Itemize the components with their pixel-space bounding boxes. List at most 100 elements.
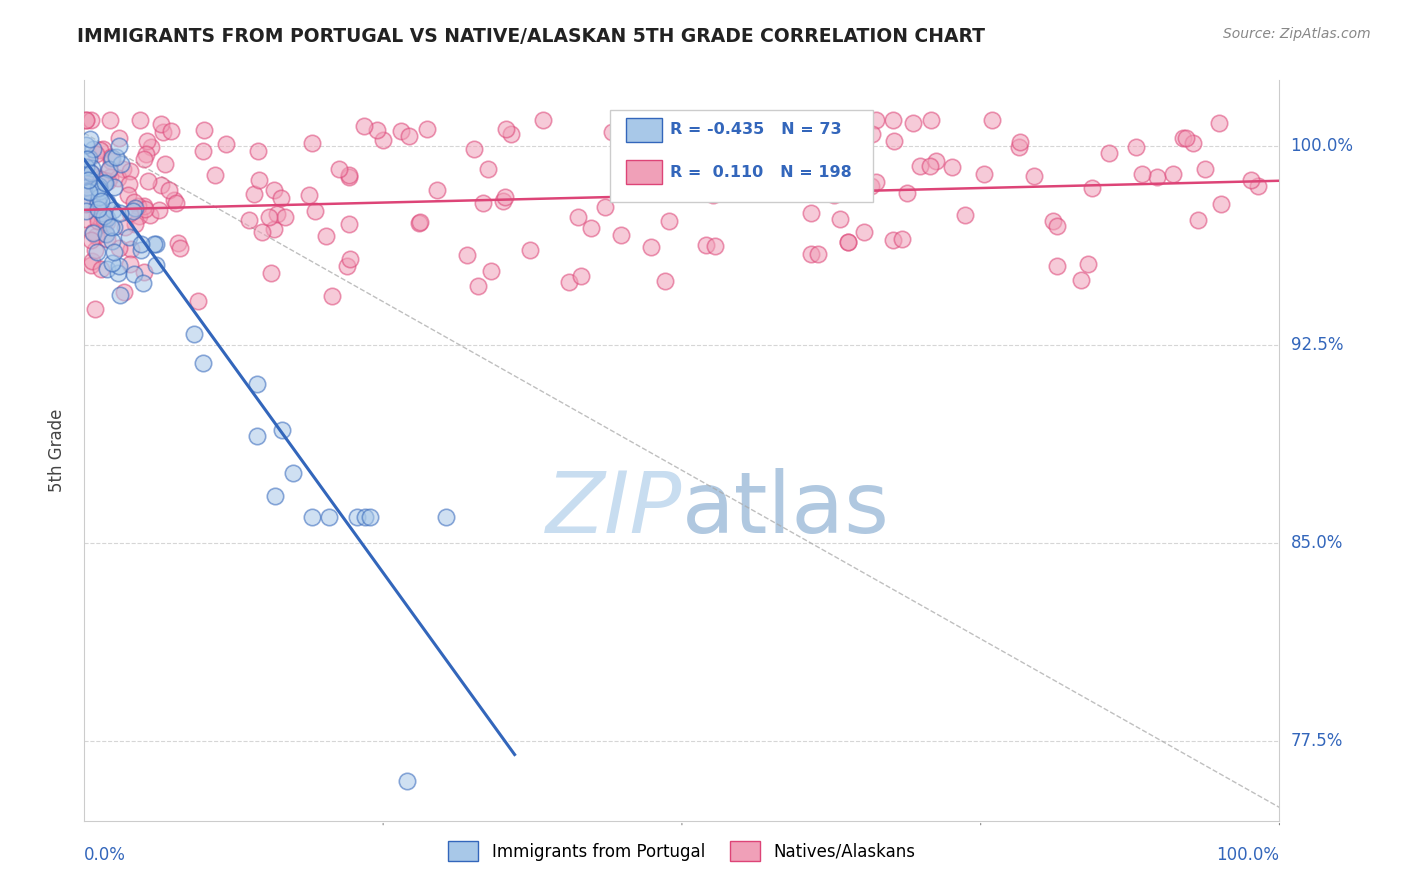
Point <box>97 161 120 176</box>
Point <box>75 177 97 191</box>
Point <box>89 171 111 186</box>
Legend: Immigrants from Portugal, Natives/Alaskans: Immigrants from Portugal, Natives/Alaska… <box>441 834 922 868</box>
Point <box>416 121 439 136</box>
Point <box>114 219 136 234</box>
Point <box>187 293 209 308</box>
Point <box>134 202 156 216</box>
Point <box>77 185 100 199</box>
Point <box>215 137 238 152</box>
Point <box>270 191 292 205</box>
Point <box>96 211 118 225</box>
Point <box>820 169 842 184</box>
Point <box>79 132 101 146</box>
Text: 100.0%: 100.0% <box>1216 846 1279 863</box>
Point <box>337 168 360 182</box>
Point <box>238 212 260 227</box>
Point <box>101 151 124 165</box>
Point <box>98 169 121 184</box>
Point <box>901 116 924 130</box>
Point <box>83 301 105 316</box>
Y-axis label: 5th Grade: 5th Grade <box>48 409 66 492</box>
Point <box>800 206 823 220</box>
Point <box>86 169 108 184</box>
Point <box>163 193 186 207</box>
Point <box>335 259 357 273</box>
Point <box>981 112 1004 127</box>
Point <box>941 160 963 174</box>
Point <box>104 150 127 164</box>
Point <box>1161 167 1184 181</box>
Point <box>80 233 103 247</box>
Point <box>1077 257 1099 271</box>
Point <box>1175 130 1198 145</box>
Point <box>134 152 156 166</box>
Point <box>890 232 912 246</box>
Point <box>766 178 789 193</box>
Point <box>108 288 131 302</box>
Point <box>77 184 100 198</box>
Point <box>263 183 285 197</box>
Point <box>882 233 904 247</box>
Point <box>93 209 115 223</box>
Point <box>117 230 139 244</box>
Point <box>86 214 108 228</box>
Point <box>127 198 149 212</box>
Point <box>75 160 97 174</box>
Point <box>799 178 821 193</box>
Point <box>124 201 146 215</box>
Point <box>79 196 101 211</box>
Text: 92.5%: 92.5% <box>1291 335 1343 354</box>
Point <box>371 133 394 147</box>
Point <box>160 123 183 137</box>
Text: 0.0%: 0.0% <box>84 846 127 863</box>
Point <box>93 177 115 191</box>
Point <box>434 509 457 524</box>
Point <box>86 228 108 243</box>
Point <box>80 259 103 273</box>
Point <box>112 285 135 299</box>
Point <box>139 140 162 154</box>
Point <box>75 112 97 127</box>
Point <box>77 172 100 186</box>
Point <box>650 171 672 186</box>
Point <box>1008 140 1031 154</box>
Point <box>120 242 142 256</box>
Point <box>567 211 589 225</box>
Point <box>80 254 103 268</box>
Point <box>120 164 142 178</box>
Point <box>860 127 883 141</box>
Point <box>823 188 845 202</box>
Point <box>108 139 131 153</box>
Point <box>152 125 174 139</box>
Point <box>337 217 360 231</box>
Point <box>120 206 142 220</box>
Text: Source: ZipAtlas.com: Source: ZipAtlas.com <box>1223 27 1371 41</box>
Point <box>1130 167 1153 181</box>
Point <box>318 509 340 524</box>
Point <box>366 123 388 137</box>
Point <box>328 162 350 177</box>
Point <box>918 159 941 173</box>
Text: ZIP: ZIP <box>546 468 682 551</box>
Point <box>150 117 173 131</box>
Point <box>100 154 122 169</box>
Point <box>1046 219 1069 233</box>
Point <box>128 112 150 127</box>
Point <box>93 176 115 190</box>
Point <box>84 243 107 257</box>
Point <box>494 190 516 204</box>
Point <box>107 266 129 280</box>
Point <box>860 179 883 194</box>
Point <box>1098 145 1121 160</box>
Text: atlas: atlas <box>682 468 890 551</box>
Point <box>108 206 131 220</box>
Point <box>103 180 125 194</box>
Point <box>191 356 214 370</box>
Point <box>558 275 581 289</box>
Point <box>169 241 191 255</box>
Point <box>143 236 166 251</box>
Point <box>112 161 135 176</box>
Point <box>82 226 104 240</box>
Point <box>82 225 104 239</box>
Point <box>77 151 100 165</box>
